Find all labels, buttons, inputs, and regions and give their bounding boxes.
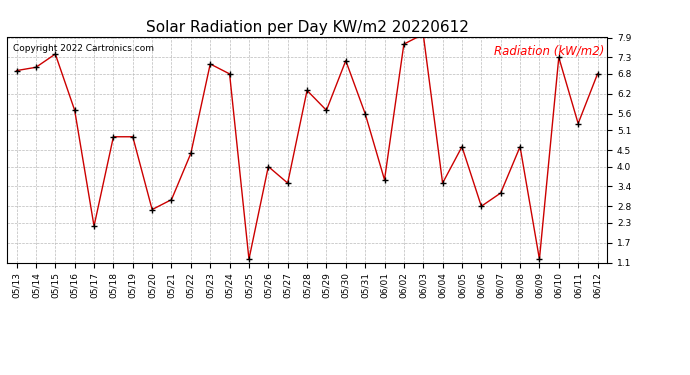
- Text: Radiation (kW/m2): Radiation (kW/m2): [494, 44, 604, 57]
- Title: Solar Radiation per Day KW/m2 20220612: Solar Radiation per Day KW/m2 20220612: [146, 20, 469, 35]
- Text: Copyright 2022 Cartronics.com: Copyright 2022 Cartronics.com: [13, 44, 154, 53]
